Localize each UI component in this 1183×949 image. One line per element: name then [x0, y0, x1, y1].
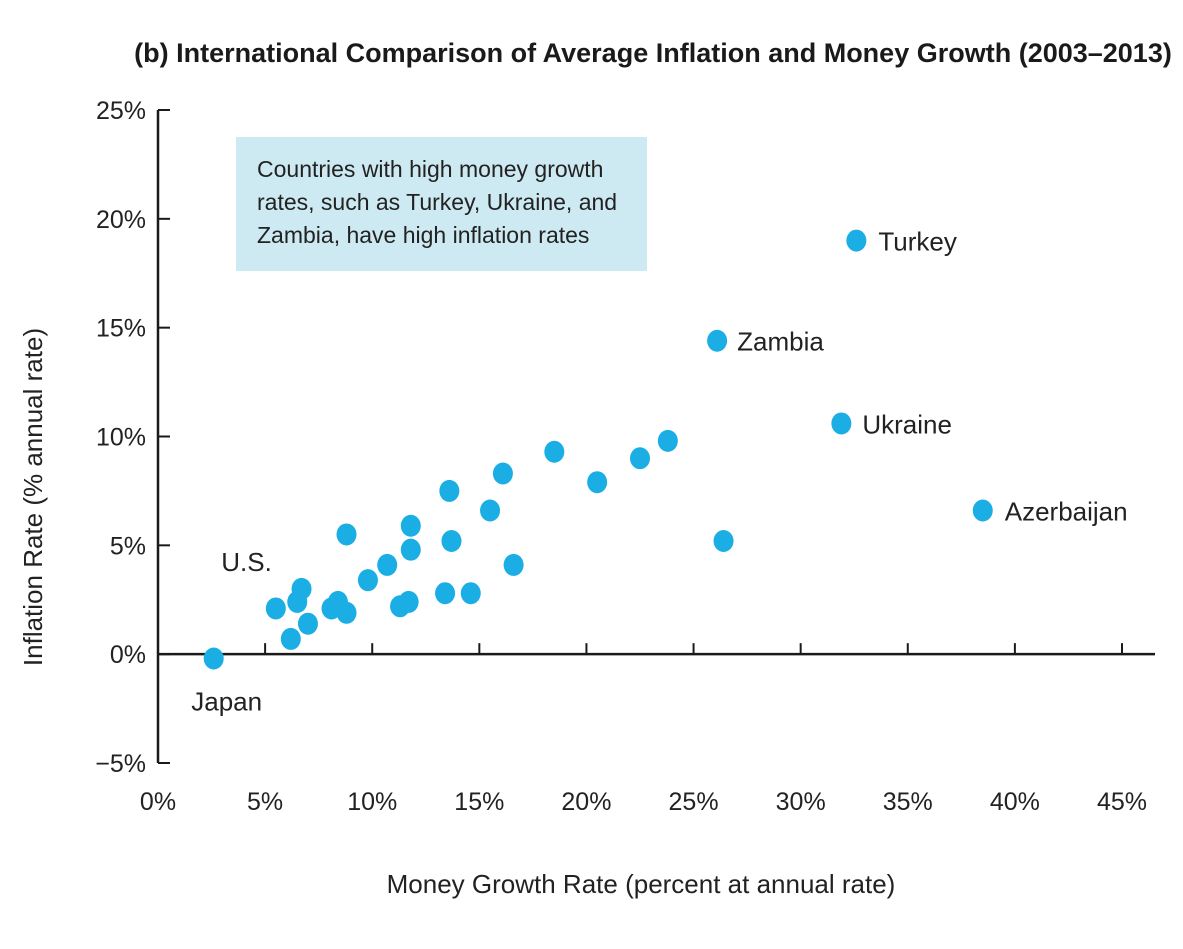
- annotation-line-3: Zambia, have high inflation rates: [257, 222, 590, 248]
- x-tick-label: 40%: [990, 788, 1040, 816]
- point-label: Zambia: [737, 327, 824, 357]
- y-tick-label: 15%: [96, 315, 146, 343]
- data-point: [280, 627, 301, 650]
- x-tick-label: 20%: [561, 788, 611, 816]
- point-label: Azerbaijan: [1005, 497, 1128, 527]
- point-labels: Japan U.S. Zambia Turkey Ukraine Azerbaijan: [191, 227, 1127, 717]
- data-point: [398, 590, 419, 613]
- chart-title: (b) International Comparison of Average …: [134, 38, 1172, 68]
- data-points: [203, 229, 993, 670]
- data-point: [492, 462, 513, 485]
- data-point: [707, 329, 728, 352]
- x-tick-label: 30%: [776, 788, 826, 816]
- point-label: Turkey: [878, 227, 957, 257]
- data-point: [441, 529, 462, 552]
- data-point: [503, 553, 524, 576]
- data-point: [377, 553, 398, 576]
- data-point: [297, 612, 318, 635]
- y-tick-label: 25%: [96, 97, 146, 125]
- point-label: Japan: [191, 687, 262, 717]
- x-tick-label: 25%: [669, 788, 719, 816]
- x-tick-label: 0%: [140, 788, 176, 816]
- data-point: [357, 569, 378, 592]
- y-tick-label: 10%: [96, 424, 146, 452]
- x-tick-label: 5%: [247, 788, 283, 816]
- y-tick-label: 0%: [110, 641, 146, 669]
- data-point: [846, 229, 867, 252]
- data-point: [972, 499, 993, 522]
- data-point: [265, 597, 286, 620]
- y-axis-ticks: 25% 20% 15% 10% 5% 0% −5%: [95, 97, 170, 778]
- x-tick-label: 15%: [454, 788, 504, 816]
- point-label: U.S.: [221, 547, 272, 577]
- data-point: [439, 479, 460, 502]
- data-point: [336, 601, 357, 624]
- data-point: [435, 582, 456, 605]
- y-tick-label: 5%: [110, 532, 146, 560]
- y-tick-label: −5%: [95, 750, 146, 778]
- data-point: [460, 582, 481, 605]
- x-tick-label: 35%: [883, 788, 933, 816]
- x-axis-ticks: 0% 5% 10% 15% 20% 25% 30% 35% 40% 45%: [140, 643, 1147, 816]
- x-axis-label: Money Growth Rate (percent at annual rat…: [387, 869, 896, 899]
- data-point: [400, 514, 421, 537]
- annotation-box: Countries with high money growth rates, …: [236, 137, 647, 271]
- annotation-line-2: rates, such as Turkey, Ukraine, and: [257, 189, 618, 215]
- x-tick-label: 10%: [347, 788, 397, 816]
- data-point: [400, 538, 421, 561]
- data-point: [831, 412, 852, 435]
- y-tick-label: 20%: [96, 206, 146, 234]
- y-axis-label: Inflation Rate (% annual rate): [18, 328, 48, 666]
- data-point: [336, 523, 357, 546]
- data-point: [203, 647, 224, 670]
- data-point: [657, 429, 678, 452]
- data-point: [587, 471, 608, 494]
- data-point: [480, 499, 501, 522]
- data-point: [713, 529, 734, 552]
- x-tick-label: 45%: [1097, 788, 1147, 816]
- point-label: Ukraine: [862, 409, 952, 439]
- data-point: [630, 447, 650, 470]
- data-point: [544, 440, 565, 463]
- data-point: [287, 590, 308, 613]
- annotation-line-1: Countries with high money growth: [257, 156, 604, 182]
